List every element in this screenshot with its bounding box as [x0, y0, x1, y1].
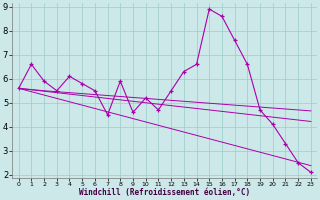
X-axis label: Windchill (Refroidissement éolien,°C): Windchill (Refroidissement éolien,°C): [79, 188, 250, 197]
